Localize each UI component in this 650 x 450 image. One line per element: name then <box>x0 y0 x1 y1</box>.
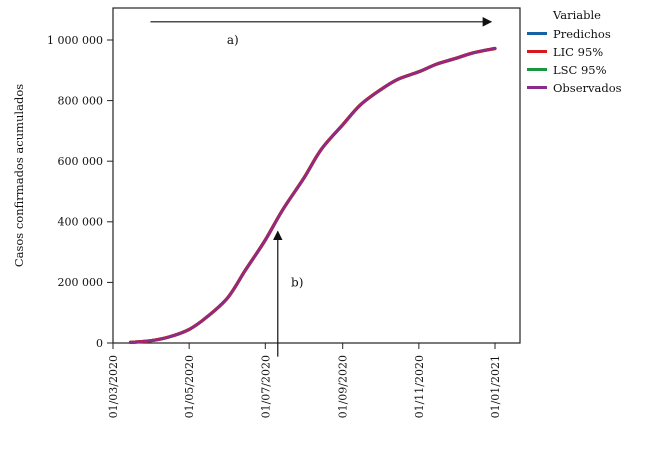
x-tick-label: 01/11/2020 <box>413 355 426 418</box>
legend-swatch-predichos <box>527 32 547 35</box>
y-axis-title: Casos confirmados acumulados <box>12 83 26 268</box>
curve-lsc-95- <box>128 46 497 344</box>
legend-swatch-lsc-95- <box>527 68 547 71</box>
legend-entries: Predichos LIC 95% LSC 95% Observados <box>527 26 647 95</box>
curve-lic-95- <box>128 46 497 344</box>
legend-swatch-observados <box>527 86 547 89</box>
legend-swatch-lic-95- <box>527 50 547 53</box>
plot-frame <box>112 7 521 344</box>
y-tick-label: 800 000 <box>58 94 104 107</box>
y-tick-label: 400 000 <box>58 216 104 229</box>
legend-entry: Observados <box>527 80 647 95</box>
x-tick-label: 01/07/2020 <box>259 355 272 418</box>
y-tick-label: 600 000 <box>58 155 104 168</box>
legend-title: Variable <box>553 8 601 22</box>
annotation-a-label: a) <box>227 33 239 47</box>
y-tick-label: 1 000 000 <box>47 34 103 47</box>
legend: Variable Predichos LIC 95% LSC 95% Observad… <box>527 8 647 101</box>
y-tick-label: 0 <box>96 337 103 350</box>
legend-label: LSC 95% <box>553 62 607 77</box>
legend-label: Observados <box>553 80 622 95</box>
y-tick-label: 200 000 <box>58 276 104 289</box>
legend-entry: LSC 95% <box>527 62 647 77</box>
annotation-b-label: b) <box>291 275 303 289</box>
x-tick-label: 01/01/2021 <box>489 355 502 418</box>
x-tick-label: 01/09/2020 <box>337 355 350 418</box>
legend-entry: LIC 95% <box>527 44 647 59</box>
legend-label: LIC 95% <box>553 44 604 59</box>
curve-observados <box>129 47 497 344</box>
legend-entry: Predichos <box>527 26 647 41</box>
legend-label: Predichos <box>553 26 611 41</box>
curve-predichos <box>128 46 497 344</box>
x-tick-label: 01/03/2020 <box>107 355 120 418</box>
x-tick-label: 01/05/2020 <box>183 355 196 418</box>
